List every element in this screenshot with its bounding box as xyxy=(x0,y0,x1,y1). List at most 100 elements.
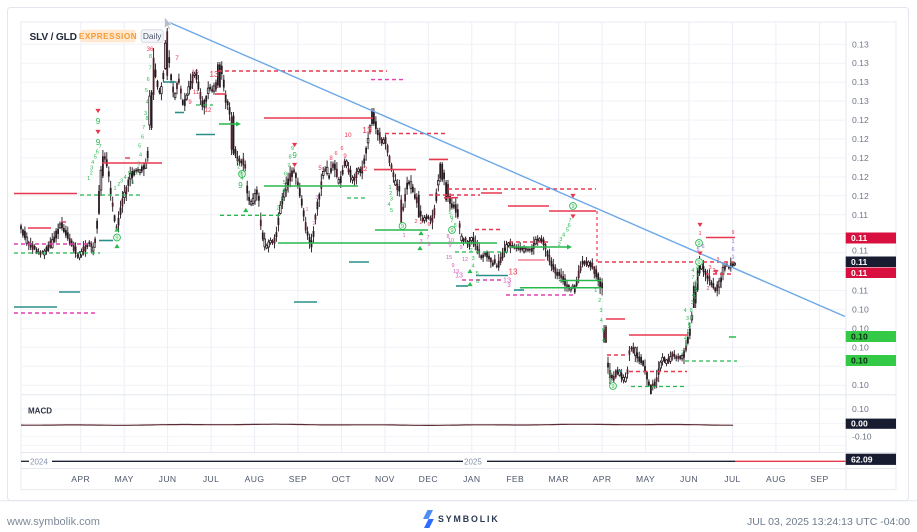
svg-text:9: 9 xyxy=(343,154,347,160)
svg-text:7: 7 xyxy=(99,144,102,150)
svg-text:JUN: JUN xyxy=(680,474,698,484)
svg-text:62.09: 62.09 xyxy=(851,454,873,464)
svg-text:8: 8 xyxy=(696,266,699,272)
svg-text:5: 5 xyxy=(128,171,131,177)
svg-text:DEC: DEC xyxy=(419,474,438,484)
svg-text:9: 9 xyxy=(571,204,574,210)
svg-text:2: 2 xyxy=(90,171,93,177)
svg-text:4: 4 xyxy=(146,100,149,106)
svg-text:JUL: JUL xyxy=(724,474,740,484)
svg-text:4: 4 xyxy=(472,264,475,270)
svg-text:0.11: 0.11 xyxy=(852,246,868,256)
svg-text:2: 2 xyxy=(558,242,561,248)
svg-text:APR: APR xyxy=(593,474,612,484)
svg-text:3: 3 xyxy=(239,170,242,176)
svg-text:0.12: 0.12 xyxy=(852,134,869,144)
svg-text:4: 4 xyxy=(124,175,127,181)
svg-text:9: 9 xyxy=(717,257,720,263)
svg-text:6: 6 xyxy=(695,280,698,286)
svg-text:9: 9 xyxy=(459,245,462,251)
svg-text:2: 2 xyxy=(414,219,417,225)
svg-text:0.13: 0.13 xyxy=(852,77,869,87)
svg-text:10: 10 xyxy=(448,238,454,244)
svg-text:5: 5 xyxy=(687,329,690,335)
svg-text:1: 1 xyxy=(113,186,116,192)
svg-text:4: 4 xyxy=(282,189,285,195)
svg-text:7: 7 xyxy=(691,275,694,281)
svg-text:3: 3 xyxy=(390,197,393,203)
svg-text:7: 7 xyxy=(142,125,145,131)
svg-text:Daily: Daily xyxy=(143,31,162,41)
svg-text:6: 6 xyxy=(688,322,691,328)
svg-text:5: 5 xyxy=(566,228,569,234)
svg-text:9: 9 xyxy=(240,172,243,178)
svg-text:6: 6 xyxy=(609,370,612,376)
svg-text:0.13: 0.13 xyxy=(852,96,869,106)
svg-text:13: 13 xyxy=(455,273,463,280)
svg-text:0.10: 0.10 xyxy=(851,332,868,342)
svg-text:7: 7 xyxy=(175,55,179,62)
svg-text:6: 6 xyxy=(340,146,343,152)
svg-text:9: 9 xyxy=(188,100,192,106)
svg-text:7: 7 xyxy=(426,235,429,241)
svg-text:0.10: 0.10 xyxy=(852,404,869,414)
svg-text:3: 3 xyxy=(686,316,689,322)
svg-text:6: 6 xyxy=(427,222,430,228)
svg-text:10: 10 xyxy=(344,132,352,139)
svg-text:12: 12 xyxy=(205,108,212,114)
svg-text:JUN: JUN xyxy=(159,474,177,484)
svg-text:8: 8 xyxy=(690,308,693,314)
svg-text:4: 4 xyxy=(240,176,243,182)
svg-text:4: 4 xyxy=(562,232,565,238)
svg-text:3: 3 xyxy=(472,256,475,262)
svg-text:6: 6 xyxy=(476,279,479,285)
svg-text:8: 8 xyxy=(454,223,457,229)
svg-text:2: 2 xyxy=(598,298,601,304)
svg-text:6: 6 xyxy=(96,149,99,155)
svg-text:7: 7 xyxy=(450,219,453,225)
svg-text:3: 3 xyxy=(419,239,422,245)
svg-text:8: 8 xyxy=(329,156,333,162)
svg-text:6: 6 xyxy=(568,223,571,229)
svg-text:2: 2 xyxy=(312,221,315,227)
svg-text:2: 2 xyxy=(681,350,684,356)
svg-text:9: 9 xyxy=(291,146,294,152)
svg-text:5: 5 xyxy=(476,271,479,277)
svg-text:9: 9 xyxy=(96,117,101,126)
svg-text:3: 3 xyxy=(90,165,93,171)
svg-text:3: 3 xyxy=(691,300,694,306)
svg-text:0.10: 0.10 xyxy=(852,342,869,352)
svg-text:AUG: AUG xyxy=(766,474,786,484)
svg-text:3: 3 xyxy=(144,111,147,117)
svg-text:3: 3 xyxy=(559,237,562,243)
svg-text:9: 9 xyxy=(401,224,404,230)
svg-text:13: 13 xyxy=(453,269,459,275)
svg-text:OCT: OCT xyxy=(332,474,352,484)
svg-text:0.10: 0.10 xyxy=(852,304,869,314)
svg-text:SLV / GLD: SLV / GLD xyxy=(30,32,77,43)
svg-text:5: 5 xyxy=(283,180,286,186)
svg-text:7: 7 xyxy=(568,218,571,224)
svg-text:7: 7 xyxy=(149,65,152,71)
svg-text:1: 1 xyxy=(594,288,597,294)
svg-text:4: 4 xyxy=(691,268,694,274)
svg-text:4: 4 xyxy=(684,336,687,342)
svg-text:APR: APR xyxy=(71,474,90,484)
svg-text:13: 13 xyxy=(503,276,511,285)
svg-text:9: 9 xyxy=(448,243,451,249)
svg-text:1: 1 xyxy=(698,231,701,237)
svg-text:9: 9 xyxy=(427,242,430,248)
svg-text:6: 6 xyxy=(334,151,337,157)
svg-text:3: 3 xyxy=(599,308,602,314)
svg-text:6: 6 xyxy=(693,295,696,301)
svg-text:2: 2 xyxy=(688,324,691,330)
svg-text:5: 5 xyxy=(390,208,393,214)
svg-text:6: 6 xyxy=(450,214,453,220)
svg-text:0.12: 0.12 xyxy=(852,172,869,182)
svg-text:2: 2 xyxy=(419,220,422,226)
svg-text:0.12: 0.12 xyxy=(852,153,869,163)
svg-text:13: 13 xyxy=(210,70,219,79)
svg-text:8: 8 xyxy=(609,378,612,384)
svg-text:4: 4 xyxy=(684,308,687,314)
svg-text:0.10: 0.10 xyxy=(852,323,869,333)
